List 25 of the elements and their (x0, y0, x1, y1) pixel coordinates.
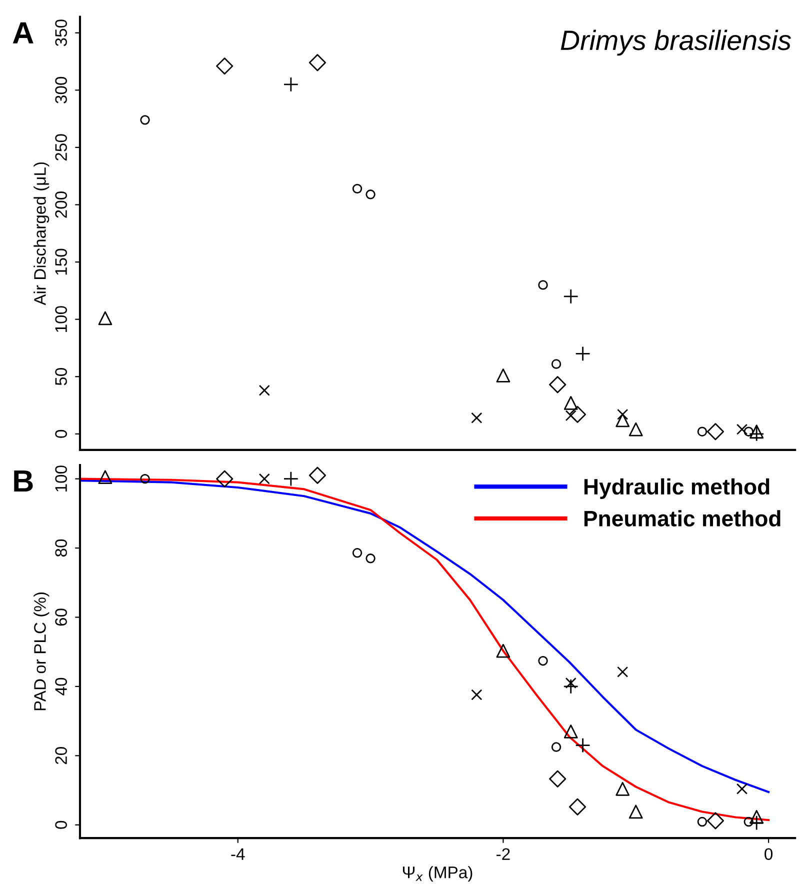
x-tick-label: 0 (764, 848, 773, 860)
chart-title: Drimys brasiliensis (560, 30, 791, 56)
y-tick-label: 80 (55, 539, 67, 557)
y-tick-label: 0 (55, 820, 67, 829)
text: A (12, 22, 34, 44)
y-tick-label: 40 (55, 678, 67, 696)
y-tick-label: 20 (55, 747, 67, 764)
y-tick-label: 200 (55, 191, 67, 218)
y-axis-title: PAD or PLC (%) (34, 592, 50, 710)
y-tick-label: 250 (55, 134, 67, 160)
legend-label: Hydraulic method (584, 478, 770, 500)
y-tick-label: 50 (55, 368, 67, 386)
y-tick-label: 350 (55, 20, 67, 46)
x-axis-title: Ψ$_{x}$ (MPa) (402, 866, 472, 882)
y-tick-label: 100 (55, 466, 67, 492)
y-tick-label: 150 (55, 248, 67, 275)
y-tick-label: 60 (55, 608, 67, 626)
y-tick-label: 300 (55, 76, 67, 104)
y-tick-label: 0 (55, 430, 67, 438)
x-tick-label: -4 (231, 848, 245, 860)
y-tick-label: 100 (55, 306, 67, 332)
y-axis-title: Air Discharged (μL) (34, 162, 50, 306)
x-tick-label: -2 (496, 848, 510, 860)
legend-label: Pneumatic method (584, 510, 780, 526)
text: B (14, 470, 33, 492)
